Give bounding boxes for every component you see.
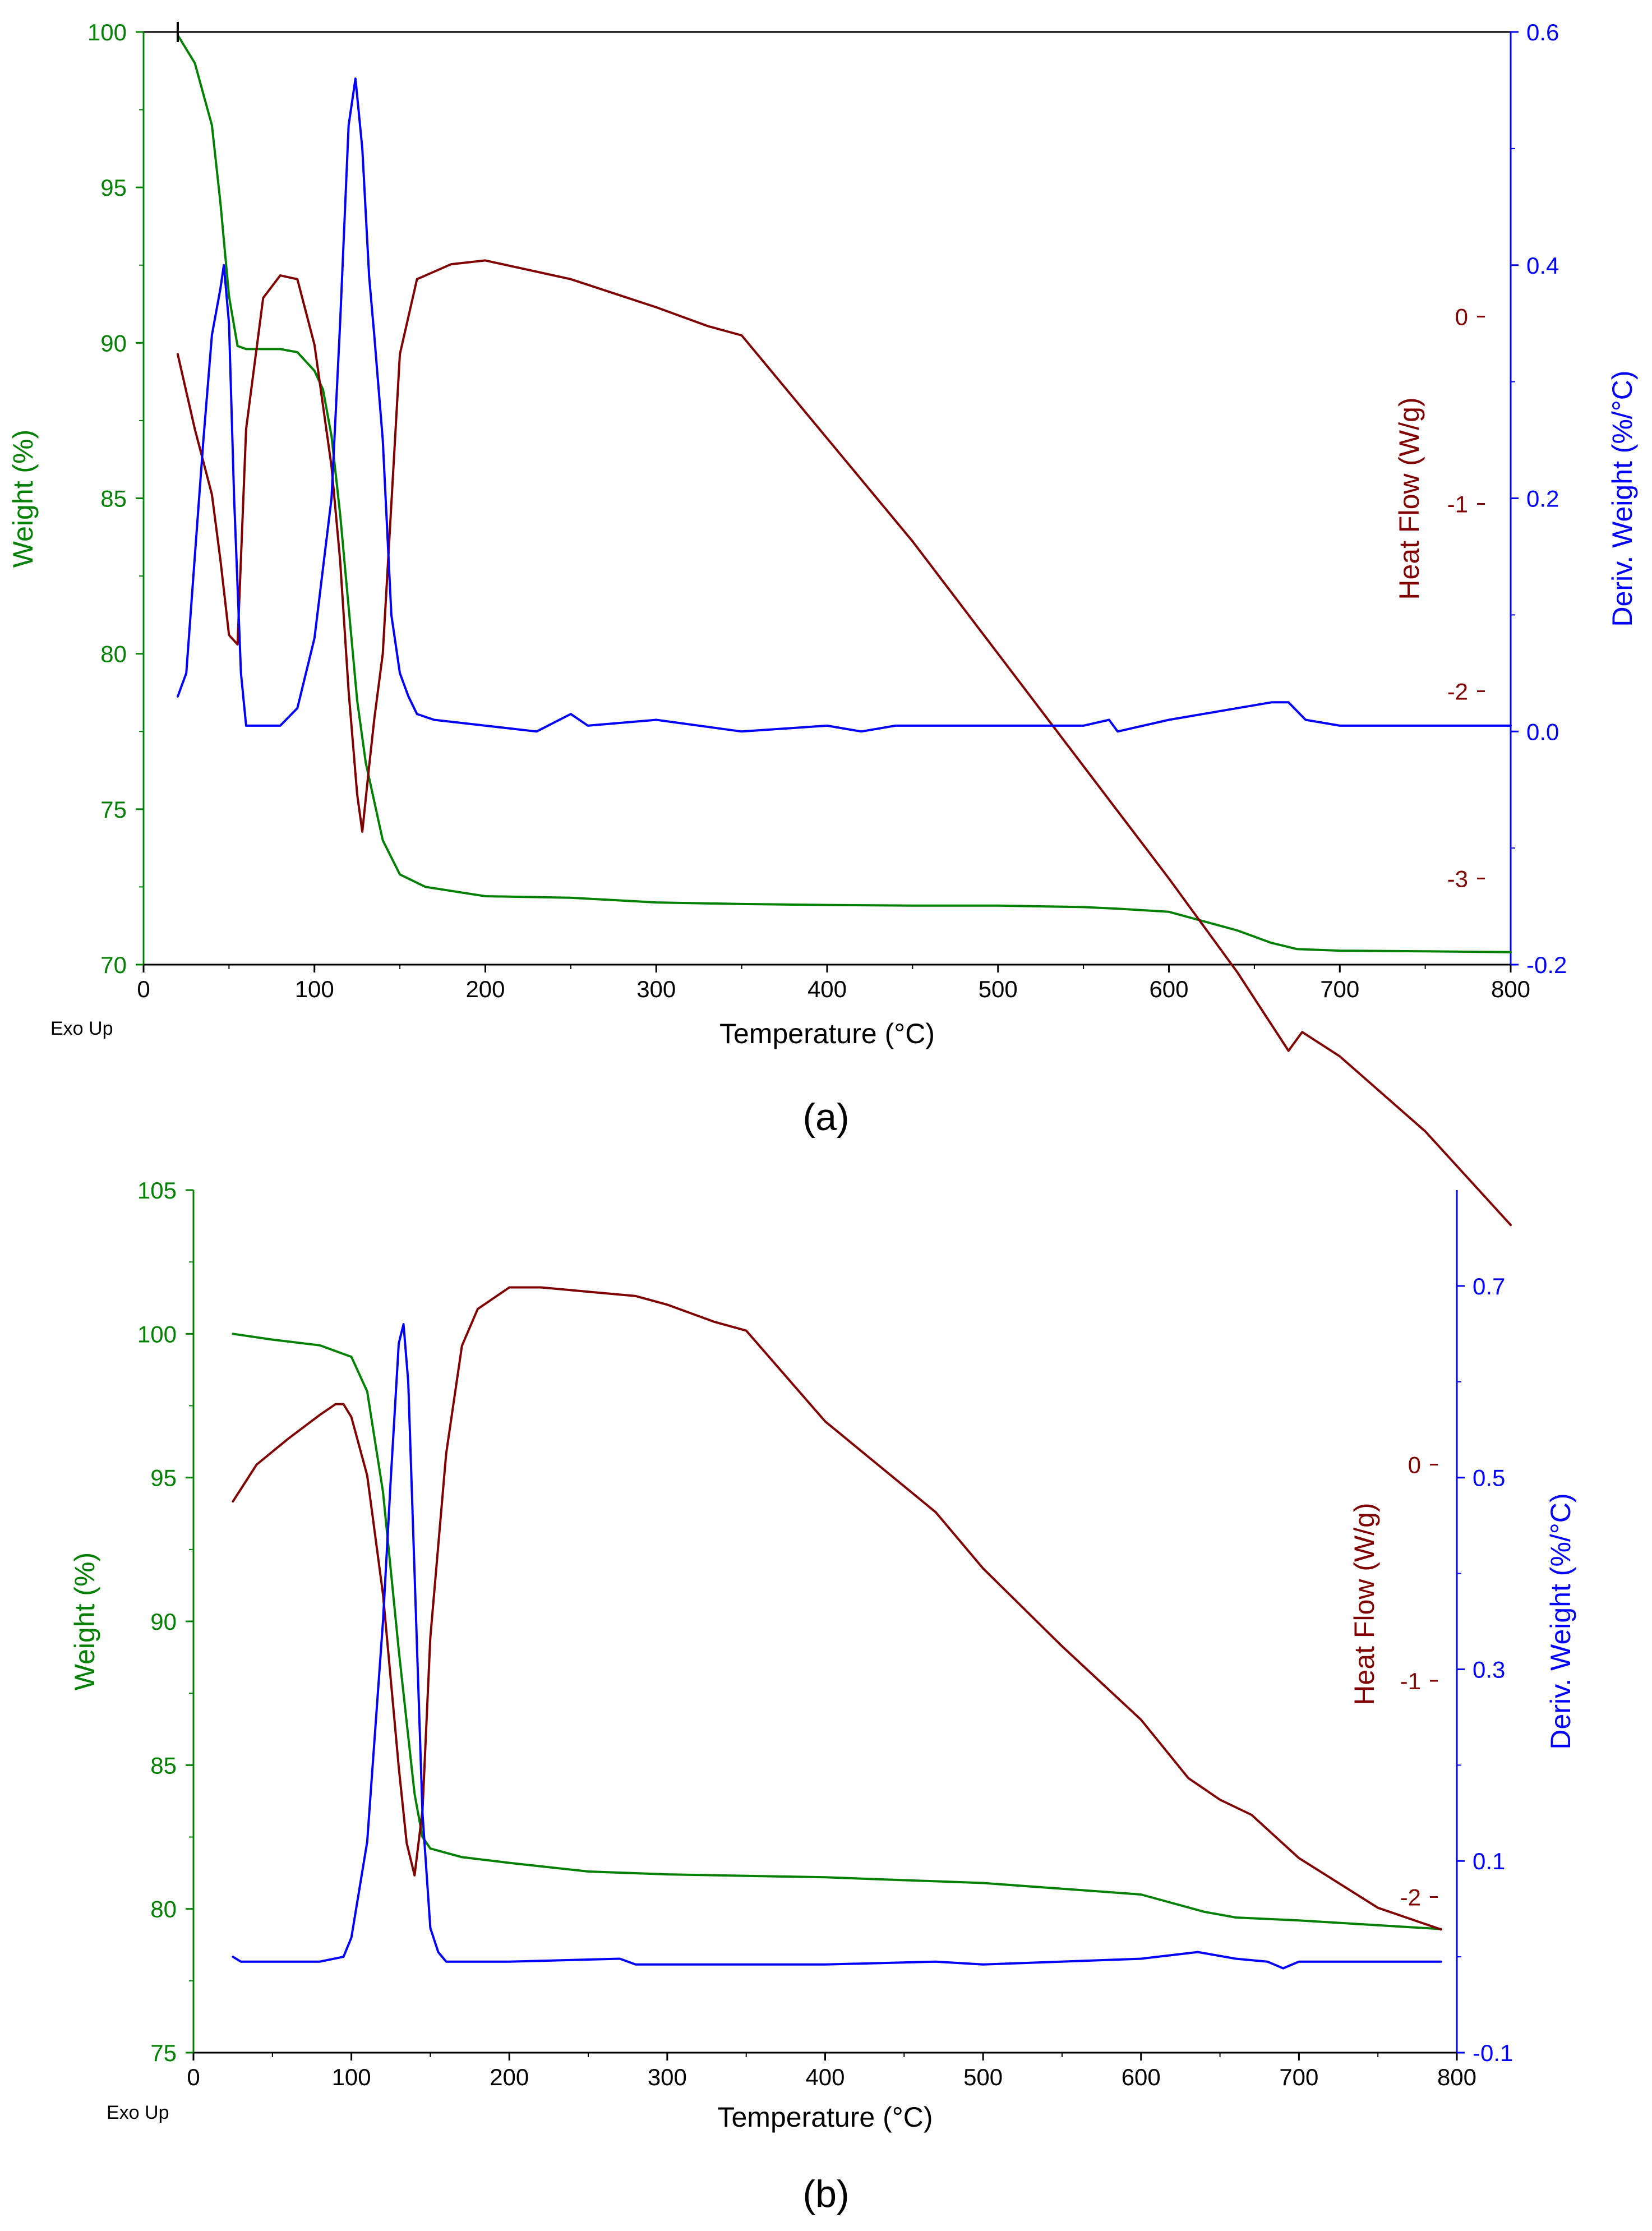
chart-a-weight-axis-label: Weight (%)	[7, 430, 39, 568]
x-tick-label: 600	[1122, 2064, 1161, 2090]
deriv-tick-label: 0.3	[1473, 1656, 1505, 1683]
deriv-tick-label: 0.4	[1526, 252, 1559, 279]
deriv-tick-label: 0.6	[1526, 19, 1559, 45]
chart-b-panel-label: (b)	[802, 2173, 849, 2215]
x-tick-label: 600	[1149, 976, 1188, 1002]
chart-b-deriv-ticks: 0.7 0.5 0.3 0.1 -0.1	[1457, 1273, 1513, 2066]
chart-a: 0 100 200 300 400 500 600 700 800 70 75 80 85 90 95 10…	[7, 19, 1638, 1227]
chart-a-heatflow-ticks: 0 -1 -2 -3	[1447, 304, 1485, 892]
chart-b-series	[232, 1286, 1442, 1970]
x-tick-label: 300	[648, 2064, 687, 2090]
chart-b-weight-ticks: 75 80 85 90 95 100 105	[137, 1177, 193, 2066]
chart-b-heatflow-ticks: 0 -1 -2	[1400, 1452, 1438, 1910]
chart-b-weight-axis-label: Weight (%)	[69, 1552, 100, 1690]
weight-tick-label: 75	[100, 796, 127, 823]
chart-b-deriv-axis-label: Deriv. Weight (%/°C)	[1545, 1493, 1576, 1749]
chart-b-heatflow-axis-label: Heat Flow (W/g)	[1349, 1502, 1380, 1705]
x-tick-label: 400	[805, 2064, 845, 2090]
weight-tick-label: 85	[150, 1752, 177, 1778]
chart-b-x-ticks: 0 100 200 300 400 500 600 700 800	[187, 2053, 1476, 2090]
deriv-tick-label: -0.2	[1526, 952, 1567, 978]
chart-a-deriv-ticks: 0.6 0.4 0.2 0.0 -0.2	[1511, 19, 1567, 978]
weight-tick-label: 80	[100, 641, 127, 667]
weight-tick-label: 80	[150, 1896, 177, 1923]
x-tick-label: 800	[1437, 2064, 1476, 2090]
deriv-tick-label: 0.5	[1473, 1465, 1505, 1491]
chart-a-panel-label: (a)	[802, 1096, 849, 1138]
weight-tick-label: 100	[137, 1321, 177, 1347]
x-tick-label: 500	[979, 976, 1018, 1002]
x-tick-label: 700	[1279, 2064, 1318, 2090]
deriv-tick-label: 0.2	[1526, 486, 1559, 512]
x-tick-label: 700	[1320, 976, 1359, 1002]
x-tick-label: 0	[187, 2064, 200, 2090]
weight-tick-label: 85	[100, 486, 127, 512]
chart-a-weight-ticks: 70 75 80 85 90 95 100	[87, 19, 144, 978]
heatflow-tick-label: -2	[1400, 1884, 1421, 1910]
chart-a-x-axis-label: Temperature (°C)	[719, 1018, 935, 1049]
deriv-weight-curve	[232, 1323, 1442, 1970]
deriv-weight-curve	[176, 77, 1512, 733]
chart-a-heatflow-axis-label: Heat Flow (W/g)	[1393, 397, 1425, 600]
chart-a-exo-up-label: Exo Up	[50, 1018, 113, 1039]
weight-tick-label: 100	[87, 19, 127, 45]
x-tick-label: 100	[332, 2064, 371, 2090]
chart-a-deriv-axis-label: Deriv. Weight (%/°C)	[1607, 370, 1638, 626]
heatflow-curve	[232, 1286, 1442, 1931]
heatflow-tick-label: -1	[1400, 1668, 1421, 1694]
weight-tick-label: 95	[150, 1465, 177, 1491]
heatflow-tick-label: 0	[1408, 1452, 1421, 1478]
chart-b: 0 100 200 300 400 500 600 700 800 75 80 85 90 95 100 1…	[69, 1177, 1576, 2215]
x-tick-label: 800	[1491, 976, 1530, 1002]
x-tick-label: 100	[295, 976, 334, 1002]
weight-tick-label: 105	[137, 1177, 177, 1204]
heatflow-tick-label: -2	[1447, 678, 1468, 704]
weight-curve	[176, 34, 1512, 953]
weight-tick-label: 70	[100, 952, 127, 978]
deriv-tick-label: 0.1	[1473, 1848, 1505, 1874]
chart-b-x-axis-label: Temperature (°C)	[718, 2101, 933, 2133]
x-tick-label: 400	[807, 976, 847, 1002]
weight-tick-label: 75	[150, 2040, 177, 2066]
x-tick-label: 200	[465, 976, 505, 1002]
x-tick-label: 500	[963, 2064, 1003, 2090]
deriv-tick-label: 0.7	[1473, 1273, 1505, 1299]
heatflow-tick-label: -3	[1447, 865, 1468, 892]
x-tick-label: 0	[137, 976, 150, 1002]
heatflow-tick-label: 0	[1455, 304, 1468, 330]
x-tick-label: 300	[636, 976, 676, 1002]
chart-a-x-ticks: 0 100 200 300 400 500 600 700 800	[137, 965, 1530, 1002]
weight-curve	[232, 1333, 1442, 1930]
deriv-tick-label: -0.1	[1473, 2040, 1513, 2066]
chart-b-exo-up-label: Exo Up	[107, 2102, 169, 2123]
deriv-tick-label: 0.0	[1526, 718, 1559, 745]
x-tick-label: 200	[490, 2064, 529, 2090]
heatflow-tick-label: -1	[1447, 491, 1468, 518]
weight-tick-label: 90	[150, 1608, 177, 1635]
weight-tick-label: 95	[100, 174, 127, 201]
heatflow-curve	[176, 259, 1512, 1227]
weight-tick-label: 90	[100, 330, 127, 356]
chart-a-series	[176, 34, 1512, 1227]
